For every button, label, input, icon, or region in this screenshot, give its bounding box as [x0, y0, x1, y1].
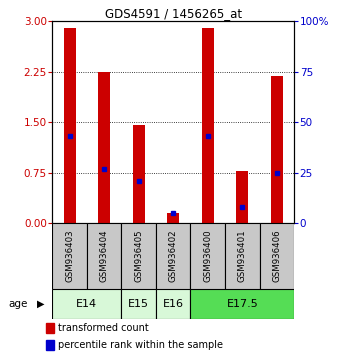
Text: GSM936405: GSM936405: [134, 229, 143, 282]
Bar: [271, 76, 283, 223]
Bar: [225, 223, 260, 289]
Bar: [132, 126, 145, 223]
Text: E16: E16: [163, 298, 184, 309]
Title: GDS4591 / 1456265_at: GDS4591 / 1456265_at: [105, 7, 242, 20]
Text: ▶: ▶: [37, 298, 45, 309]
Text: GSM936400: GSM936400: [203, 229, 212, 282]
Bar: [64, 28, 76, 223]
Text: percentile rank within the sample: percentile rank within the sample: [58, 340, 223, 350]
Text: E17.5: E17.5: [226, 298, 258, 309]
Text: GSM936402: GSM936402: [169, 229, 178, 282]
Text: GSM936406: GSM936406: [272, 229, 281, 282]
Text: E14: E14: [76, 298, 97, 309]
Bar: [52, 289, 121, 319]
Bar: [87, 223, 121, 289]
Bar: [52, 223, 87, 289]
Bar: [191, 223, 225, 289]
Text: E15: E15: [128, 298, 149, 309]
Bar: [98, 72, 110, 223]
Text: GSM936401: GSM936401: [238, 229, 247, 282]
Bar: [46, 340, 54, 350]
Bar: [156, 289, 191, 319]
Text: transformed count: transformed count: [58, 323, 149, 333]
Bar: [260, 223, 294, 289]
Bar: [167, 213, 179, 223]
Bar: [191, 289, 294, 319]
Bar: [236, 171, 248, 223]
Bar: [202, 28, 214, 223]
Text: age: age: [8, 298, 28, 309]
Bar: [156, 223, 191, 289]
Bar: [46, 323, 54, 333]
Bar: [121, 223, 156, 289]
Bar: [121, 289, 156, 319]
Text: GSM936404: GSM936404: [100, 229, 109, 282]
Text: GSM936403: GSM936403: [65, 229, 74, 282]
